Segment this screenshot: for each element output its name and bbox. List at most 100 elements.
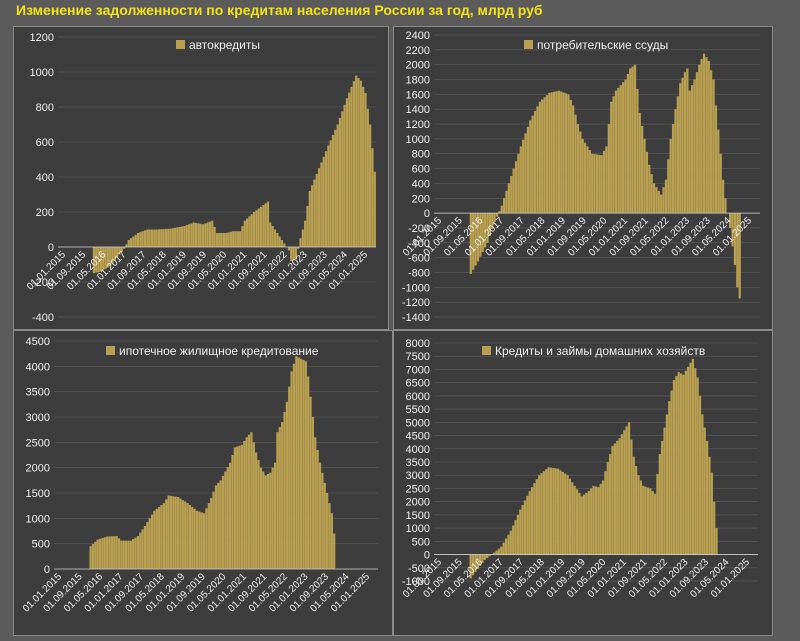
data-bar bbox=[233, 447, 236, 569]
data-bar bbox=[645, 151, 649, 214]
data-bar bbox=[566, 475, 569, 555]
data-bar bbox=[345, 98, 349, 247]
data-bar bbox=[222, 233, 226, 247]
data-bar bbox=[290, 371, 293, 569]
data-bar bbox=[613, 443, 616, 555]
data-bar bbox=[328, 503, 331, 569]
data-bar bbox=[132, 539, 135, 569]
data-bar bbox=[174, 496, 177, 569]
data-bar bbox=[497, 548, 501, 555]
data-bar bbox=[510, 176, 513, 214]
data-bar bbox=[627, 422, 631, 555]
data-bar bbox=[215, 233, 219, 247]
data-bar bbox=[250, 432, 253, 569]
data-bar bbox=[313, 179, 316, 247]
data-bar bbox=[330, 513, 333, 569]
data-bar bbox=[155, 229, 158, 247]
data-bar bbox=[280, 240, 284, 247]
data-bar bbox=[307, 376, 310, 569]
data-bar bbox=[243, 220, 246, 247]
data-bar bbox=[504, 538, 508, 555]
data-bar bbox=[167, 495, 170, 569]
data-bar bbox=[609, 454, 612, 555]
data-bar bbox=[552, 91, 556, 214]
data-bar bbox=[281, 422, 284, 569]
y-tick-label: 7000 bbox=[406, 364, 430, 376]
y-tick-label: 0 bbox=[424, 550, 430, 562]
data-bar bbox=[575, 489, 579, 555]
data-bar bbox=[599, 483, 602, 555]
data-bar bbox=[612, 96, 615, 214]
data-bar bbox=[241, 226, 244, 247]
data-bar bbox=[658, 454, 661, 555]
data-bar bbox=[579, 131, 582, 214]
legend-label: потребительские ссуды bbox=[537, 38, 669, 52]
data-bar bbox=[569, 99, 572, 214]
data-bar bbox=[236, 231, 239, 247]
data-bar bbox=[715, 528, 718, 555]
data-bar bbox=[364, 93, 367, 247]
data-bar bbox=[498, 211, 501, 214]
data-bar bbox=[373, 171, 376, 247]
legend-consumer: потребительские ссуды bbox=[524, 38, 668, 52]
data-bar bbox=[633, 64, 637, 214]
data-bar bbox=[660, 194, 663, 214]
data-bar bbox=[526, 126, 530, 214]
data-bar bbox=[287, 247, 291, 251]
data-bar bbox=[488, 554, 491, 557]
y-tick-label: 3500 bbox=[26, 387, 50, 399]
data-bar bbox=[227, 232, 230, 247]
data-bar bbox=[338, 117, 342, 247]
legend-mortgage: ипотечное жилищное кредитование bbox=[106, 344, 318, 358]
data-bar bbox=[675, 376, 678, 555]
data-bar bbox=[357, 78, 360, 247]
data-bar bbox=[676, 96, 679, 214]
data-bar bbox=[588, 150, 591, 214]
data-bar bbox=[269, 222, 272, 247]
data-bar bbox=[601, 480, 605, 555]
data-bar bbox=[474, 554, 477, 573]
data-bar bbox=[122, 247, 126, 249]
legend-label: Кредиты и займы домашних хозяйств bbox=[495, 344, 706, 358]
data-bar bbox=[276, 233, 279, 247]
data-bar bbox=[691, 358, 695, 555]
data-bar bbox=[362, 86, 365, 247]
data-bar bbox=[683, 72, 687, 214]
y-tick-label: -800 bbox=[408, 267, 430, 279]
data-bar bbox=[292, 363, 296, 569]
data-bar bbox=[229, 462, 232, 569]
data-bar bbox=[695, 72, 699, 214]
data-bar bbox=[493, 213, 496, 223]
data-bar bbox=[585, 492, 588, 555]
data-bar bbox=[502, 542, 505, 555]
data-bar bbox=[736, 213, 739, 288]
data-bar bbox=[686, 68, 689, 214]
data-bar bbox=[199, 223, 202, 247]
legend-swatch bbox=[524, 40, 533, 49]
data-bar bbox=[495, 550, 498, 555]
data-bar bbox=[555, 91, 558, 214]
data-bar bbox=[610, 101, 613, 214]
data-bar bbox=[479, 213, 482, 257]
data-bar bbox=[543, 97, 546, 214]
data-bar bbox=[668, 401, 671, 555]
data-bar bbox=[605, 146, 608, 214]
data-bar bbox=[136, 233, 140, 247]
y-tick-label: 1600 bbox=[406, 89, 430, 101]
data-bar bbox=[635, 465, 638, 555]
data-bar bbox=[572, 105, 575, 214]
data-bar bbox=[134, 537, 137, 569]
data-bar bbox=[581, 138, 584, 214]
data-bar bbox=[617, 87, 620, 214]
data-bar bbox=[262, 471, 265, 569]
data-bar bbox=[611, 446, 614, 555]
y-tick-label: 500 bbox=[32, 539, 50, 551]
data-bar bbox=[526, 495, 529, 555]
data-bar bbox=[169, 228, 172, 247]
data-bar bbox=[712, 79, 715, 214]
data-bar bbox=[301, 229, 304, 247]
data-bar bbox=[192, 222, 195, 247]
data-bar bbox=[155, 508, 158, 569]
data-bar bbox=[290, 247, 293, 261]
data-bar bbox=[207, 503, 210, 569]
